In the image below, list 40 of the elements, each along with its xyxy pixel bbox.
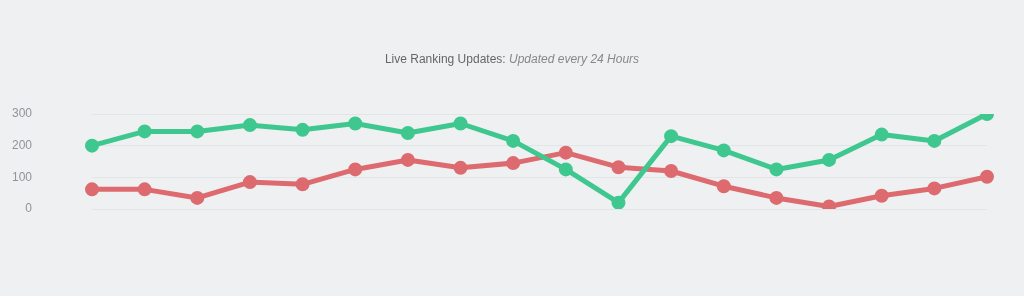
point: [85, 138, 99, 153]
point: [927, 181, 942, 196]
point: [242, 118, 257, 133]
y-tick-label: 300: [11, 106, 33, 121]
point: [611, 160, 626, 175]
point: [190, 190, 205, 205]
point: [716, 179, 731, 194]
chart-subtitle: Updated every 24 Hours: [509, 52, 640, 66]
point: [400, 152, 415, 167]
chart-title: Live Ranking Updates:: [384, 52, 506, 66]
point: [558, 162, 573, 177]
point: [85, 182, 99, 197]
point: [558, 145, 573, 160]
point: [874, 188, 889, 203]
point: [769, 162, 784, 177]
point: [295, 122, 310, 137]
point: [137, 124, 152, 139]
point: [348, 162, 363, 177]
point: [453, 160, 468, 175]
point: [664, 129, 679, 144]
y-tick-label: 100: [11, 169, 33, 184]
point: [242, 175, 257, 190]
point: [769, 190, 784, 205]
point: [295, 177, 310, 192]
point: [716, 143, 731, 158]
point: [453, 116, 468, 131]
point: [137, 182, 152, 197]
point: [874, 127, 889, 142]
point: [822, 152, 837, 167]
point: [611, 195, 626, 209]
point: [400, 126, 415, 140]
y-tick-label: 0: [25, 201, 33, 216]
point: [927, 133, 942, 148]
point: [980, 169, 994, 184]
point: [664, 164, 679, 178]
y-tick-label: 200: [11, 137, 33, 152]
point: [506, 133, 521, 148]
point: [348, 116, 363, 131]
point: [190, 124, 205, 139]
point: [506, 156, 521, 171]
